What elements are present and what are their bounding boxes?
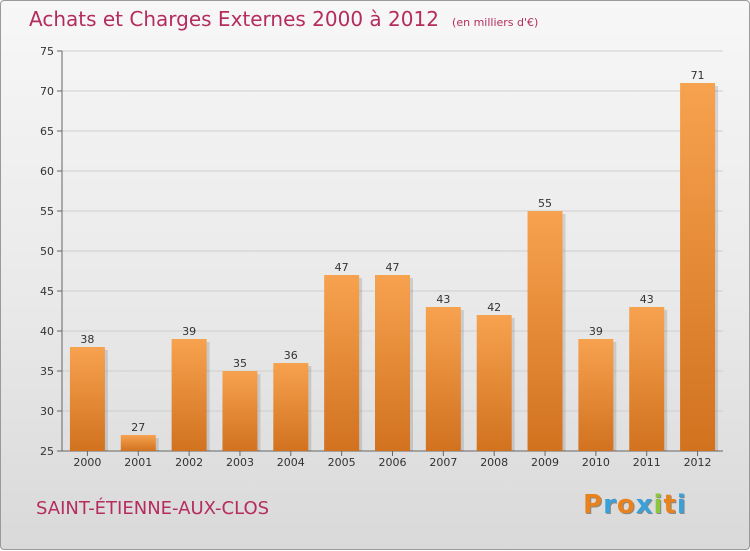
bar <box>527 211 563 451</box>
x-tick-label: 2011 <box>633 456 661 469</box>
chart-title-block: Achats et Charges Externes 2000 à 2012 (… <box>29 7 538 31</box>
y-tick-label: 65 <box>40 125 54 138</box>
proxiti-logo: Proxiti <box>583 490 687 520</box>
data-label: 36 <box>284 349 298 362</box>
bar <box>375 275 410 451</box>
bar <box>273 363 309 451</box>
y-tick-label: 55 <box>40 205 54 218</box>
y-tick-label: 25 <box>40 445 54 458</box>
chart-unit: (en milliers d'€) <box>452 16 539 29</box>
y-tick-label: 40 <box>40 325 54 338</box>
x-tick-label: 2007 <box>429 456 457 469</box>
bar <box>425 307 461 451</box>
labels: 25 30 35 40 45 50 55 60 65 70 75 38 2000 27 2001 39 2002… <box>40 45 712 469</box>
data-label: 27 <box>131 421 145 434</box>
x-tick-label: 2003 <box>226 456 254 469</box>
data-label: 35 <box>233 357 247 370</box>
y-tick-label: 30 <box>40 405 54 418</box>
bar <box>69 347 105 451</box>
x-tick-label: 2006 <box>379 456 407 469</box>
data-label: 71 <box>691 69 705 82</box>
y-tick-label: 70 <box>40 85 54 98</box>
y-tick-label: 60 <box>40 165 54 178</box>
x-tick-label: 2001 <box>124 456 152 469</box>
x-tick-label: 2012 <box>684 456 712 469</box>
y-tick-label: 75 <box>40 45 54 58</box>
data-label: 39 <box>589 325 603 338</box>
y-tick-label: 35 <box>40 365 54 378</box>
logo-letter: r <box>603 490 617 520</box>
x-tick-label: 2004 <box>277 456 305 469</box>
y-tick-label: 50 <box>40 245 54 258</box>
logo-letter: P <box>583 490 604 520</box>
data-label: 43 <box>640 293 654 306</box>
bar <box>680 83 716 451</box>
x-tick-label: 2010 <box>582 456 610 469</box>
logo-letter: o <box>616 490 636 520</box>
bar <box>476 315 512 451</box>
data-label: 38 <box>80 333 94 346</box>
bar <box>120 435 156 451</box>
x-tick-label: 2000 <box>73 456 101 469</box>
x-tick-label: 2005 <box>328 456 356 469</box>
y-tick-label: 45 <box>40 285 54 298</box>
logo-letter: t <box>663 490 677 520</box>
x-tick-label: 2002 <box>175 456 203 469</box>
bars <box>69 83 719 451</box>
bar <box>222 371 258 451</box>
data-label: 42 <box>487 301 501 314</box>
bar <box>171 339 207 451</box>
logo-letter: x <box>635 490 654 520</box>
chart-title: Achats et Charges Externes 2000 à 2012 <box>29 7 439 31</box>
commune-name: SAINT-ÉTIENNE-AUX-CLOS <box>36 498 270 519</box>
logo-letter: i <box>676 490 687 520</box>
data-label: 47 <box>386 261 400 274</box>
x-tick-label: 2009 <box>531 456 559 469</box>
data-label: 43 <box>436 293 450 306</box>
bar <box>578 339 614 451</box>
x-tick-label: 2008 <box>480 456 508 469</box>
data-label: 55 <box>538 197 552 210</box>
bar <box>629 307 665 451</box>
data-label: 39 <box>182 325 196 338</box>
bar <box>324 275 360 451</box>
data-label: 47 <box>335 261 349 274</box>
logo-letter: i <box>653 490 664 520</box>
